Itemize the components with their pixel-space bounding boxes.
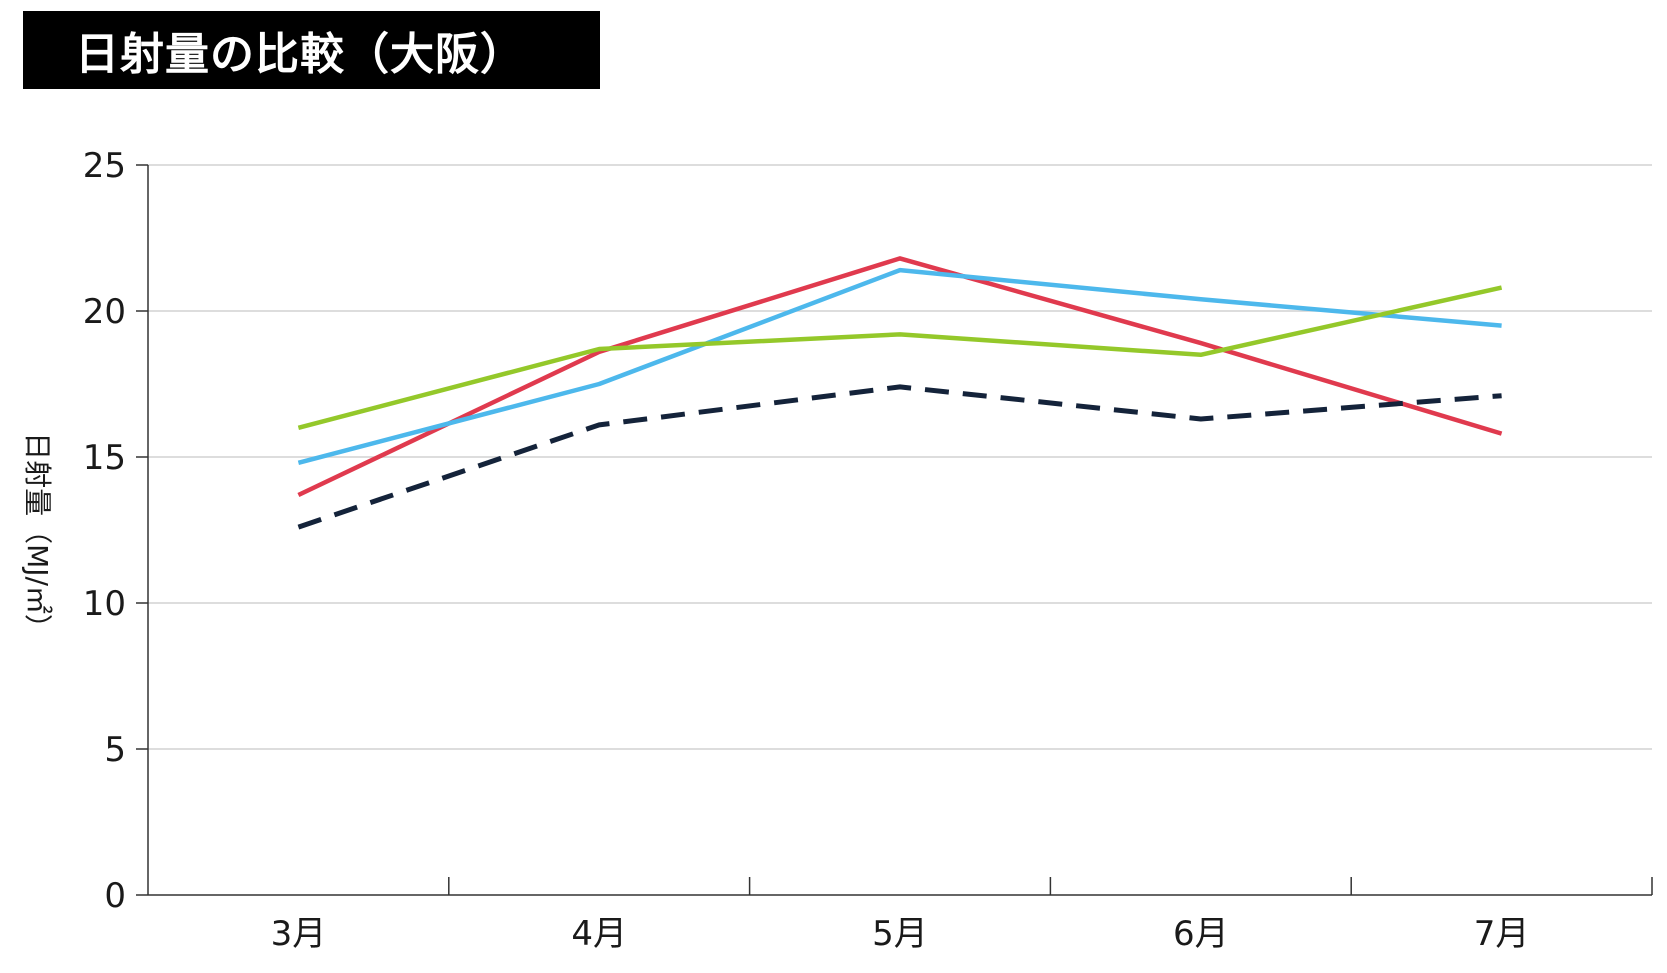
y-tick-label: 25 xyxy=(83,146,126,186)
series-line-1 xyxy=(297,256,1503,498)
axes xyxy=(136,164,1653,896)
x-tick-label: 7月 xyxy=(1474,914,1530,954)
chart-title: 日射量の比較（大阪） xyxy=(23,11,600,89)
series-line-4 xyxy=(297,384,1502,530)
y-tick-labels: 0 5 10 15 20 25 xyxy=(83,146,126,916)
x-tick-label: 6月 xyxy=(1173,914,1229,954)
series-line-3 xyxy=(297,285,1503,430)
x-tick-labels: 3月 4月 5月 6月 7月 xyxy=(271,914,1530,954)
y-tick-label: 0 xyxy=(104,876,126,916)
y-axis-label: 日射量（MJ/㎡） xyxy=(21,432,54,642)
x-tick-label: 4月 xyxy=(571,914,627,954)
y-tick-label: 10 xyxy=(83,584,126,624)
y-tick-label: 20 xyxy=(83,292,126,332)
series-line-2 xyxy=(297,267,1502,465)
series-lines xyxy=(297,256,1503,530)
x-tick-label: 5月 xyxy=(872,914,928,954)
y-tick-label: 5 xyxy=(104,730,126,770)
x-tick-label: 3月 xyxy=(271,914,327,954)
y-tick-label: 15 xyxy=(83,438,126,478)
